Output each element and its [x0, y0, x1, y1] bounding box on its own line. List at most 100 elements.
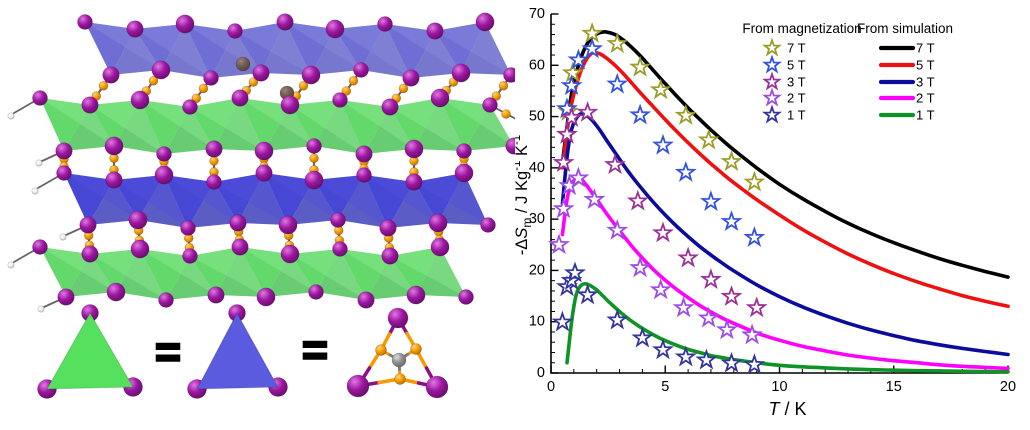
metal-atom	[154, 165, 174, 185]
axes: 0 10 20 30 40 50 60 70 0 5 10 15 20 T / K -ΔSm / J Kg-…	[515, 6, 1016, 419]
star-marker	[672, 296, 695, 318]
metal-atom	[182, 248, 198, 264]
triangle-plane	[90, 100, 164, 154]
star-marker	[576, 283, 599, 305]
sulfur-atom	[498, 81, 509, 91]
simulation-line-1T	[565, 281, 1010, 374]
hydrogen-atom	[7, 261, 15, 269]
triangle-plane	[190, 98, 240, 149]
star-marker	[629, 103, 652, 125]
metal-atom	[458, 289, 474, 305]
metal-atom	[206, 174, 222, 190]
y-tick-label: 10	[529, 314, 545, 330]
triangle-plane	[214, 173, 264, 223]
triangle-plane	[140, 100, 214, 149]
triangle-plane	[314, 175, 364, 220]
triangle-plane	[135, 24, 211, 78]
metal-atom	[229, 214, 247, 232]
x-tick-label: 10	[771, 379, 787, 395]
triangle-plane	[388, 182, 438, 228]
star-marker	[555, 122, 579, 144]
triangle-plane	[64, 173, 138, 220]
triangle-plane	[214, 173, 288, 225]
legend-star-label: 7 T	[787, 41, 806, 56]
star-marker	[695, 348, 718, 370]
metal-atom	[426, 22, 444, 40]
legend-magnetization-header: From magnetization	[742, 21, 861, 36]
legend-line-label: 7 T	[916, 41, 935, 56]
triangle-plane	[111, 29, 161, 75]
metal-atom	[130, 90, 150, 110]
triangle-plane	[235, 22, 311, 75]
triangle-plane	[335, 24, 385, 70]
sulfur-atom	[375, 344, 387, 356]
triangle-plane	[40, 98, 90, 151]
metal-atom	[381, 98, 399, 116]
crystal-structure-panel: = =	[7, 12, 515, 399]
triangle-plane	[261, 22, 311, 75]
metal-atom	[77, 14, 93, 30]
star-marker	[674, 103, 697, 125]
triangle-plane	[340, 100, 414, 149]
star-marker	[548, 233, 571, 255]
sulfur-atom	[148, 76, 159, 86]
triangle-legend: = =	[46, 311, 329, 390]
legend-star-2T	[762, 87, 782, 107]
crystal-structure-diagram: = =	[7, 12, 515, 399]
metal-atom	[482, 97, 498, 113]
star-marker	[560, 74, 583, 96]
metal-atom	[57, 288, 75, 306]
triangle-plane	[216, 247, 266, 297]
metal-atom	[306, 138, 322, 154]
triangle-plane	[314, 175, 388, 228]
triangle-plane	[290, 249, 340, 292]
triangle-plane	[64, 105, 114, 151]
metal-atom	[428, 213, 448, 233]
x-axis-label: T / K	[768, 399, 806, 419]
legend-line-label: 2 T	[916, 91, 935, 106]
metal-atom	[425, 375, 449, 399]
metal-atom	[180, 220, 196, 236]
metal-atom	[203, 70, 219, 86]
triangle-plane	[414, 98, 464, 151]
triangle-plane	[190, 247, 240, 295]
metal-atom	[128, 210, 148, 230]
metal-atom	[231, 238, 249, 256]
x-tick-label: 20	[1000, 379, 1016, 395]
metal-atom	[332, 92, 348, 108]
y-tick-label: 20	[529, 262, 545, 278]
metal-atom	[175, 14, 195, 34]
triangle-plane	[240, 98, 290, 151]
metal-atom	[330, 212, 346, 228]
star-marker	[720, 150, 743, 172]
metal-atom	[278, 215, 298, 235]
sulfur-atom	[398, 83, 409, 94]
triangle-plane	[114, 175, 188, 228]
triangle-plane	[411, 31, 461, 78]
metal-atom	[430, 88, 450, 108]
triangle-plane	[85, 22, 135, 75]
metal-atom	[126, 20, 144, 38]
triangle-plane	[90, 100, 140, 146]
star-marker	[626, 189, 649, 211]
metal-atom	[158, 292, 174, 308]
sulfur-atom	[341, 86, 352, 96]
triangle-plane	[461, 22, 511, 75]
star-marker	[552, 151, 575, 173]
star-series-3T	[552, 100, 768, 318]
triangle-plane	[390, 247, 466, 297]
metal-atom	[353, 62, 369, 78]
triangle-plane	[264, 173, 314, 225]
metal-atom	[357, 291, 375, 309]
star-marker	[743, 170, 766, 192]
star-marker	[651, 338, 674, 360]
triangle-plane	[190, 247, 266, 297]
triangle-plane	[385, 24, 435, 78]
x-tick-label: 0	[547, 379, 555, 395]
legend-line-label: 5 T	[916, 58, 935, 73]
star-marker	[720, 285, 743, 306]
star-marker	[606, 32, 629, 54]
triangle-plane	[40, 98, 114, 146]
